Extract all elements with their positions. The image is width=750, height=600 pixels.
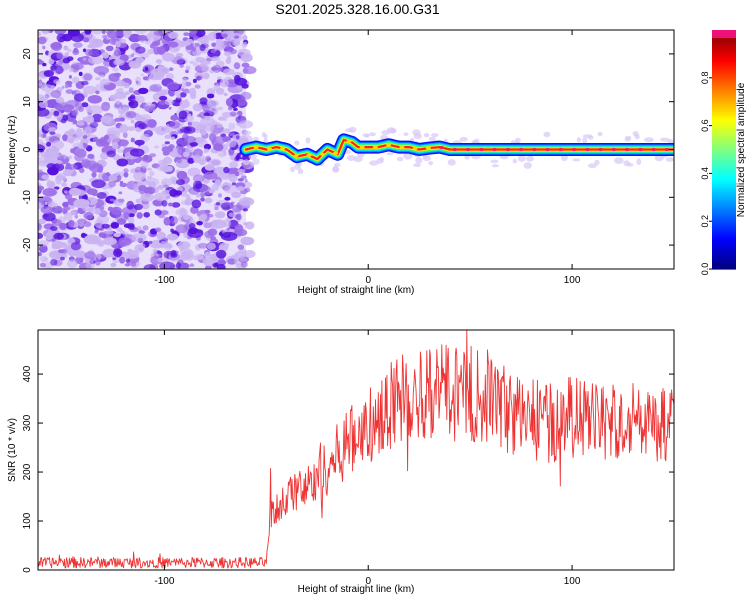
signal-peak [465,147,471,152]
figure-title: S201.2025.328.16.00.G31 [275,1,440,17]
colorbar-tick-label: 0.8 [700,72,710,85]
colorbar-tick-label: 0.0 [700,263,710,276]
signal-peak [637,147,644,152]
signal-peak [306,153,312,157]
signal-peak [598,147,604,152]
signal-peak [399,145,405,149]
x-axis-label-1: Height of straight line (km) [298,285,415,296]
colorbar-gradient [712,30,736,270]
snr-series-line [38,330,674,569]
y-tick-label-2: 400 [22,365,33,382]
signal-peak [492,147,498,152]
y-tick-label-1: -10 [22,190,33,205]
signal-peak [372,145,378,149]
colorbar-tick-label: 0.6 [700,119,710,132]
y-tick-label-1: 0 [22,146,33,152]
signal-peak [319,152,325,156]
colorbar-panel: 0.0 0.2 0.4 0.6 0.8 Normalized spectral ampli… [700,30,747,276]
y-tick-label-1: -20 [22,237,33,252]
x-tick-label-2: 100 [564,576,581,587]
y-tick-label-1: 10 [22,96,33,108]
signal-peak [584,147,591,152]
y-tick-label-1: 20 [22,48,33,60]
x-tick-label-2: 0 [365,576,371,587]
signal-peak [531,147,538,152]
signal-peak [452,147,458,152]
signal-peak [293,154,299,158]
signal-peak [439,146,445,150]
y-tick-label-2: 200 [22,463,33,480]
signal-peak [545,147,551,152]
signal-peak [505,147,511,152]
x-tick-label-1: -100 [154,275,174,286]
snr-plot-area [38,330,674,569]
axes-frame-2 [37,329,675,571]
signal-peak [558,147,564,152]
signal-peak [253,145,259,149]
signal-peak [611,147,617,152]
y-tick-label-2: 300 [22,414,33,431]
signal-peak [346,139,352,143]
x-tick-label-1: 0 [365,275,371,286]
signal-peak [624,147,630,152]
signal-peak [280,146,286,151]
colorbar-label: Normalized spectral amplitude [736,82,747,217]
colorbar-tick-label: 0.4 [700,167,710,180]
signal-peak [266,147,272,151]
signal-peak [664,147,670,152]
signal-peak [478,147,484,152]
x-axis-label-2: Height of straight line (km) [298,584,415,595]
noise-blobs [38,30,257,269]
spectrogram-image [38,30,674,269]
signal-peak [518,147,524,152]
signal-peak [386,143,392,147]
signal-peak [333,151,339,155]
signal-peak [412,146,418,151]
y-axis-label-1: Frequency (Hz) [7,116,18,185]
signal-peak [571,147,577,152]
x-tick-label-2: -100 [154,576,174,587]
y-tick-label-2: 0 [22,567,33,573]
signal-peak [651,147,657,152]
y-axis-label-2: SNR (10 * v/v) [7,418,18,482]
colorbar-tick-label: 0.2 [700,215,710,228]
colorbar-cap [712,30,736,38]
signal-peak [425,146,431,150]
snr-panel: -100 0 100 0 100 200 300 400 Height of straight … [7,329,675,595]
y-tick-label-2: 100 [22,512,33,529]
signal-peak [359,145,365,149]
x-tick-label-1: 100 [564,275,581,286]
